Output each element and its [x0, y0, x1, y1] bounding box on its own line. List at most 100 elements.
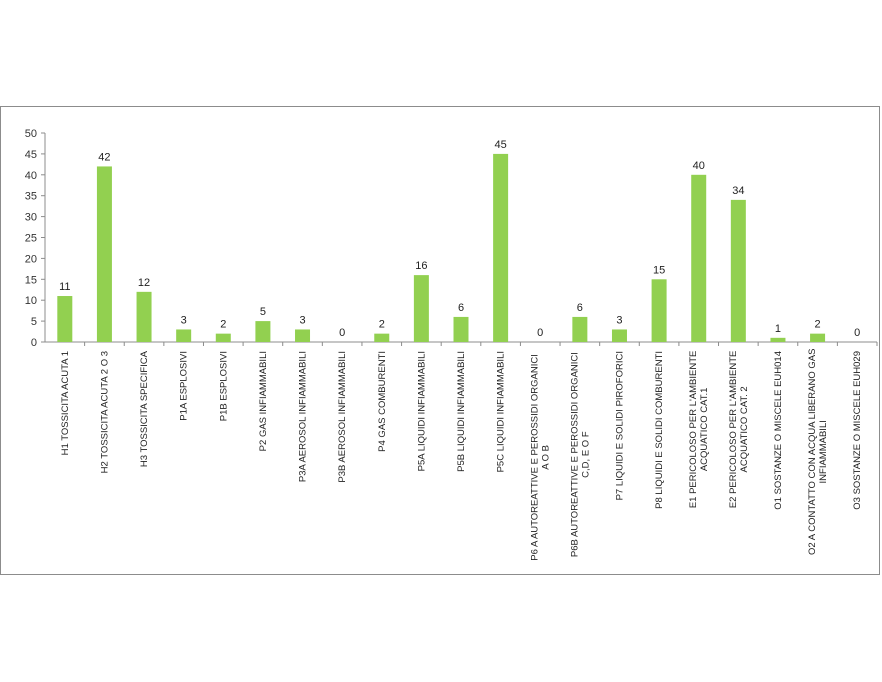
data-label: 2	[220, 319, 226, 331]
data-label: 16	[415, 260, 427, 272]
category-label-line: E1 PERICOLOSO PER L'AMBIENTE	[688, 351, 699, 509]
category-label: H2 TOSSICITA ACUTA 2 O 3	[99, 351, 110, 473]
data-label: 15	[653, 264, 665, 276]
category-label-line: ACQUATICO CAT.1	[699, 388, 710, 472]
data-label: 5	[260, 306, 266, 318]
category-label: P3A AEROSOL INFIAMMABILI	[298, 351, 309, 482]
y-tick-label: 50	[25, 128, 37, 140]
category-label-line: H2 TOSSICITA ACUTA 2 O 3	[99, 351, 110, 473]
category-label: P5B LIQUIDI INFIAMMABILI	[456, 351, 467, 472]
data-label: 3	[616, 314, 622, 326]
category-label: P3B AEROSOL INFIAMMABILI	[337, 351, 348, 483]
y-tick-label: 20	[25, 253, 37, 265]
category-label-line: P5B LIQUIDI INFIAMMABILI	[456, 351, 467, 472]
category-label: O3 SOSTANZE O MISCELE EUH029	[852, 351, 863, 510]
bar	[730, 199, 746, 342]
bar	[136, 291, 152, 342]
y-tick-label: 30	[25, 212, 37, 224]
category-label-line: P3A AEROSOL INFIAMMABILI	[298, 351, 309, 482]
y-tick-label: 35	[25, 191, 37, 203]
bar	[611, 329, 627, 342]
category-labels: H1 TOSSICITA ACUTA 1 H2 TOSSICITA ACUTA 2…	[60, 349, 863, 561]
data-label: 0	[854, 327, 860, 339]
category-label-line: E2 PERICOLOSO PER L'AMBIENTE	[728, 351, 739, 509]
data-label: 3	[299, 314, 305, 326]
category-label: P6 A AUTOREATTIVE E PEROSSIDI ORGANICIA …	[530, 354, 552, 561]
category-label-line: P5C LIQUIDI INFIAMMABILI	[496, 351, 507, 472]
category-label-line: P8 LIQUIDI E SOLIDI COMBURENTI	[654, 351, 665, 509]
bars	[57, 153, 826, 342]
data-label: 6	[458, 302, 464, 314]
category-label: P2 GAS INFIAMMABILI	[258, 351, 269, 451]
bar	[374, 333, 390, 342]
chart-frame: 0 5 10 15 20 25 30 35 40 45 50 11 42 12 3 2 5 3 0 2 16 6 45 0 6…	[0, 106, 880, 575]
category-label-line: INFIAMMABILI	[818, 420, 829, 483]
category-label: P5A LIQUIDI INFIAMMABILI	[416, 351, 427, 471]
bar	[413, 275, 429, 342]
bar	[215, 333, 231, 342]
category-label: P8 LIQUIDI E SOLIDI COMBURENTI	[654, 351, 665, 509]
bar	[96, 166, 112, 342]
y-tick-label: 10	[25, 295, 37, 307]
data-label: 34	[732, 185, 744, 197]
category-label: E1 PERICOLOSO PER L'AMBIENTEACQUATICO CA…	[688, 351, 710, 509]
data-label: 45	[494, 139, 506, 151]
category-label-line: P1A ESPLOSIVI	[179, 351, 190, 421]
category-label-line: ACQUATICO CAT. 2	[739, 386, 750, 472]
category-label: O2 A CONTATTO CON ACQUA LIBERANO GASINFI…	[807, 349, 829, 555]
category-label-line: O1 SOSTANZE O MISCELE EUH014	[773, 351, 784, 510]
y-tick-label: 15	[25, 274, 37, 286]
category-label: H3 TOSSICITA SPECIFICA	[139, 350, 150, 467]
bar	[57, 296, 73, 342]
category-label-line: P7 LIQUIDI E SOLIDI PIROFORICI	[614, 351, 625, 500]
category-label: H1 TOSSICITA ACUTA 1	[60, 351, 71, 455]
data-label: 42	[98, 151, 110, 163]
bar	[691, 174, 707, 342]
bar	[493, 153, 509, 342]
category-label-line: P3B AEROSOL INFIAMMABILI	[337, 351, 348, 483]
category-label-line: C,D, E O F	[580, 431, 591, 478]
bar	[295, 329, 311, 342]
category-label-line: P6B AUTOREATTIVE E PEROSSIDI ORGANICI	[569, 352, 580, 557]
data-label: 6	[577, 302, 583, 314]
category-label-line: A O B	[541, 445, 552, 470]
category-label: P4 GAS COMBURENTI	[377, 351, 388, 452]
data-label: 1	[775, 323, 781, 335]
category-label-line: P2 GAS INFIAMMABILI	[258, 351, 269, 451]
category-label-line: P6 A AUTOREATTIVE E PEROSSIDI ORGANICI	[530, 354, 541, 561]
category-label-line: H3 TOSSICITA SPECIFICA	[139, 350, 150, 467]
data-label: 3	[181, 314, 187, 326]
bar	[810, 333, 826, 342]
category-label-line: P1B ESPLOSIVI	[218, 351, 229, 421]
category-label-line: H1 TOSSICITA ACUTA 1	[60, 351, 71, 455]
data-label: 40	[693, 160, 705, 172]
data-label: 11	[59, 281, 70, 293]
category-label: P5C LIQUIDI INFIAMMABILI	[496, 351, 507, 472]
category-label-line: P5A LIQUIDI INFIAMMABILI	[416, 351, 427, 471]
bar	[770, 337, 786, 342]
bar	[255, 321, 271, 342]
bar	[651, 279, 667, 342]
category-label: P6B AUTOREATTIVE E PEROSSIDI ORGANICIC,D…	[569, 352, 591, 557]
y-tick-label: 5	[31, 316, 37, 328]
category-label: O1 SOSTANZE O MISCELE EUH014	[773, 351, 784, 510]
bar	[453, 316, 469, 342]
category-label: P7 LIQUIDI E SOLIDI PIROFORICI	[614, 351, 625, 500]
category-label: P1B ESPLOSIVI	[218, 351, 229, 421]
category-label-line: O3 SOSTANZE O MISCELE EUH029	[852, 351, 863, 510]
data-label: 2	[379, 319, 385, 331]
category-label-line: O2 A CONTATTO CON ACQUA LIBERANO GAS	[807, 349, 818, 555]
category-label-line: P4 GAS COMBURENTI	[377, 351, 388, 452]
y-tick-label: 40	[25, 170, 37, 182]
data-label: 0	[339, 327, 345, 339]
category-label: P1A ESPLOSIVI	[179, 351, 190, 421]
category-label: E2 PERICOLOSO PER L'AMBIENTEACQUATICO CA…	[728, 351, 750, 509]
y-tick-label: 25	[25, 233, 37, 245]
y-tick-label: 45	[25, 149, 37, 161]
data-label: 0	[537, 327, 543, 339]
bar	[572, 316, 588, 342]
bar	[176, 329, 192, 342]
